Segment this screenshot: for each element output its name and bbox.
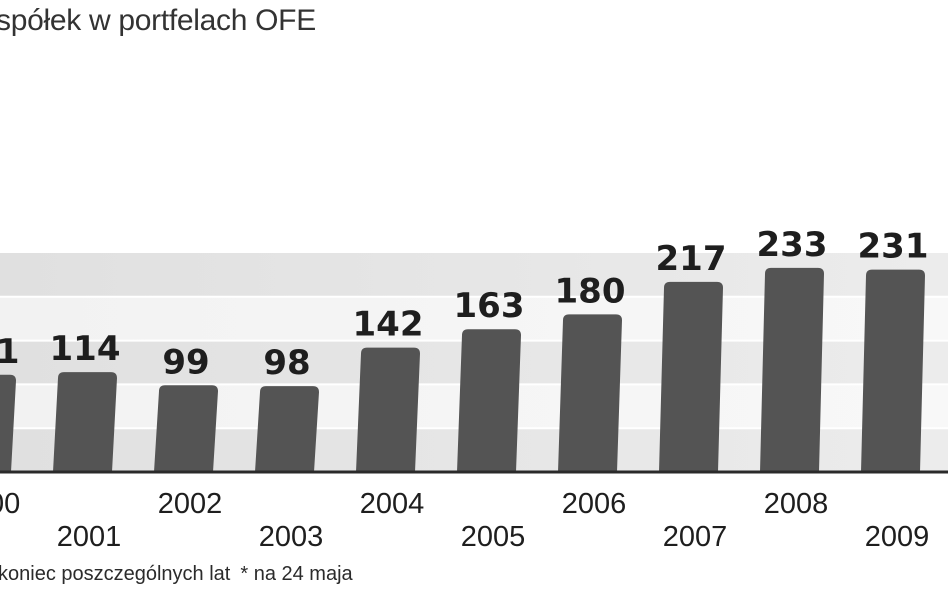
x-tick-label-2008: 2008 xyxy=(764,488,829,520)
bar-2003 xyxy=(255,386,319,472)
bar-2002 xyxy=(154,385,218,472)
data-label-2000: 111 xyxy=(0,332,19,372)
data-label-2004: 142 xyxy=(353,305,424,345)
x-tick-label-2006: 2006 xyxy=(562,488,627,520)
x-tick-label-2007: 2007 xyxy=(663,521,728,553)
x-tick-label-2002: 2002 xyxy=(158,488,223,520)
footnote-asterisk: * na 24 maja xyxy=(240,563,353,585)
x-tick-label-2003: 2003 xyxy=(259,521,324,553)
bar-2005 xyxy=(457,329,521,472)
bar-2004 xyxy=(356,347,420,472)
data-label-2001: 114 xyxy=(50,329,121,369)
bar-2007 xyxy=(659,281,723,472)
x-tick-label-2000: 2000 xyxy=(0,488,20,520)
footnote: koniec poszczególnych lat * na 24 maja xyxy=(0,563,353,586)
bar-2006 xyxy=(558,314,622,472)
x-tick-label-2005: 2005 xyxy=(461,521,526,553)
data-label-2003: 98 xyxy=(263,343,310,383)
footnote-note: koniec poszczególnych lat xyxy=(0,563,231,585)
data-label-2005: 163 xyxy=(454,286,525,326)
x-tick-label-2004: 2004 xyxy=(360,488,425,520)
data-label-2006: 180 xyxy=(555,271,626,311)
bar-2001 xyxy=(53,372,117,472)
bar-2008 xyxy=(760,267,824,472)
data-label-2008: 233 xyxy=(757,225,828,265)
chart-title: spółek w portfelach OFE xyxy=(0,4,316,37)
data-label-2007: 217 xyxy=(656,239,727,279)
bar-2009 xyxy=(861,269,925,472)
x-tick-label-2009: 2009 xyxy=(865,521,930,553)
data-label-2009: 231 xyxy=(858,227,929,267)
bar-2000 xyxy=(0,374,16,472)
x-tick-label-2001: 2001 xyxy=(57,521,122,553)
data-label-2002: 99 xyxy=(162,342,209,382)
